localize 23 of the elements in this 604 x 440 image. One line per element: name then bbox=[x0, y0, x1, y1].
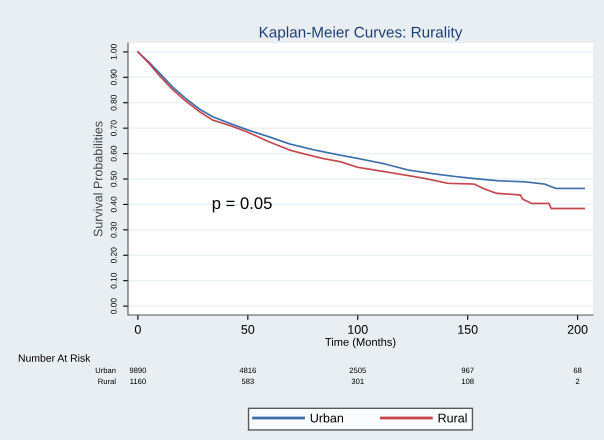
y-tick-label: 0.90 bbox=[110, 70, 117, 86]
y-tick-label: 0.50 bbox=[110, 171, 117, 187]
x-tick-label: 100 bbox=[348, 325, 368, 334]
y-tick-label: 0.60 bbox=[110, 146, 117, 162]
x-tick-label: 200 bbox=[568, 325, 588, 334]
y-tick-label: 0.20 bbox=[110, 247, 117, 264]
y-tick-label: 1.00 bbox=[110, 44, 117, 60]
annotation: p = 0.05 bbox=[212, 197, 272, 212]
x-axis-title: Time (Months) bbox=[325, 338, 396, 348]
y-tick-label: 0.00 bbox=[110, 298, 117, 314]
legend-label: Rural bbox=[438, 413, 467, 422]
y-tick-label: 0.80 bbox=[110, 94, 117, 111]
y-tick-label: 0.40 bbox=[110, 196, 117, 212]
x-tick-label: 0 bbox=[134, 325, 141, 334]
y-axis-title: Survival Probabilities bbox=[93, 121, 102, 236]
y-tick-label: 0.10 bbox=[110, 272, 117, 288]
x-tick-label: 50 bbox=[241, 325, 254, 334]
chart-title: Kaplan-Meier Curves: Rurality bbox=[260, 26, 462, 41]
x-tick-label: 150 bbox=[458, 325, 478, 334]
text: Number At Risk bbox=[18, 354, 90, 362]
legend-label: Urban bbox=[310, 413, 344, 422]
y-tick-label: 0.70 bbox=[110, 120, 117, 136]
y-tick-label: 0.30 bbox=[110, 222, 117, 238]
